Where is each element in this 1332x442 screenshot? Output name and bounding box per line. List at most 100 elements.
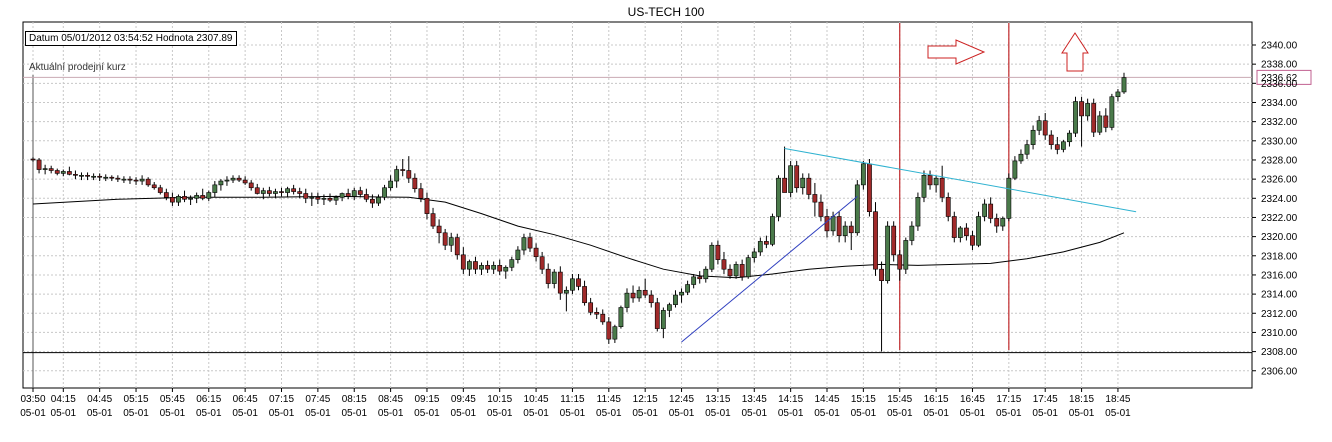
x-tick-date: 05-01 — [669, 408, 695, 419]
x-tick-time: 05:15 — [124, 394, 149, 405]
x-tick-time: 07:45 — [305, 394, 330, 405]
candle-body — [218, 180, 224, 186]
candle — [606, 317, 612, 344]
candle — [145, 177, 151, 187]
candle-body — [1121, 77, 1127, 93]
candle — [79, 172, 84, 181]
candle-body — [903, 240, 909, 270]
candle — [891, 221, 897, 262]
candle-body — [436, 225, 442, 234]
x-tick-date: 05-01 — [487, 408, 513, 419]
candle-body — [957, 227, 963, 238]
candle — [660, 307, 666, 339]
candle-body — [1006, 177, 1012, 219]
candle-body — [951, 216, 957, 238]
x-tick-date: 05-01 — [232, 408, 258, 419]
candle-body — [612, 326, 618, 340]
x-tick-date: 05-01 — [51, 408, 77, 419]
candle-body — [473, 261, 478, 270]
candle — [345, 188, 351, 200]
candle — [697, 271, 703, 284]
candle — [315, 192, 321, 205]
x-tick-date: 05-01 — [451, 408, 477, 419]
x-tick-time: 04:15 — [51, 394, 76, 405]
candle-body — [163, 192, 169, 198]
candle — [254, 183, 260, 195]
candle-body — [763, 241, 769, 245]
candle-body — [254, 187, 260, 194]
candle-body — [1103, 115, 1109, 128]
candle — [303, 188, 309, 204]
candle-body — [521, 237, 527, 251]
candle — [867, 159, 872, 217]
candle — [188, 195, 193, 205]
candle — [557, 266, 563, 300]
candle — [721, 251, 727, 274]
x-tick-time: 07:15 — [269, 394, 294, 405]
candle — [1115, 89, 1121, 102]
candle — [1109, 93, 1115, 131]
x-tick-time: 06:45 — [233, 394, 258, 405]
candle-body — [91, 175, 97, 178]
x-tick-date: 05-01 — [269, 408, 295, 419]
candle — [460, 247, 466, 274]
candle-body — [460, 254, 466, 270]
candle-body — [909, 225, 915, 241]
candle — [770, 213, 775, 247]
candle-body — [527, 237, 533, 249]
candle-body — [1048, 134, 1054, 145]
candle-body — [466, 261, 472, 270]
x-tick-date: 05-01 — [923, 408, 949, 419]
horizontal-lines: 2336.62 — [23, 69, 1312, 354]
candle — [218, 179, 224, 191]
candle-body — [85, 174, 90, 177]
candle-body — [533, 247, 539, 258]
candle — [236, 175, 242, 183]
candle — [1036, 115, 1042, 136]
candle — [630, 285, 636, 303]
candle — [612, 324, 618, 343]
candle-body — [794, 165, 800, 189]
x-tick-time: 12:15 — [633, 394, 658, 405]
candle — [539, 251, 545, 274]
candle — [30, 157, 36, 162]
candle — [479, 262, 484, 275]
candle-body — [266, 190, 272, 194]
candle-body — [1036, 120, 1042, 131]
candle — [618, 305, 624, 329]
candle — [121, 176, 127, 183]
candle-body — [394, 169, 400, 182]
candle-body — [582, 286, 587, 304]
candle — [994, 213, 1000, 233]
candle — [266, 186, 272, 197]
candle — [800, 173, 806, 195]
candle — [636, 286, 642, 302]
current-price-label: 2336.62 — [1261, 73, 1298, 84]
candle — [91, 173, 97, 181]
x-tick-time: 13:45 — [742, 394, 767, 405]
candle — [327, 193, 333, 203]
candle-body — [982, 203, 987, 217]
candle-body — [363, 194, 369, 200]
x-tick-time: 13:15 — [705, 394, 730, 405]
candle-body — [733, 264, 739, 277]
candle — [163, 188, 169, 201]
candle-body — [188, 197, 193, 200]
candle — [533, 243, 539, 262]
x-tick-date: 05-01 — [960, 408, 986, 419]
candle — [806, 173, 812, 200]
candle-body — [976, 216, 981, 246]
candle-body — [1042, 120, 1048, 136]
candle-body — [1091, 103, 1097, 133]
candle-body — [630, 292, 636, 299]
candle-body — [1024, 144, 1030, 155]
candle-body — [497, 265, 503, 272]
candle-body — [776, 177, 781, 217]
x-tick-date: 05-01 — [341, 408, 367, 419]
candle-body — [812, 194, 818, 203]
candle-body — [309, 197, 315, 199]
candle-body — [685, 284, 690, 293]
candle-body — [121, 178, 127, 181]
candle-body — [133, 179, 139, 182]
